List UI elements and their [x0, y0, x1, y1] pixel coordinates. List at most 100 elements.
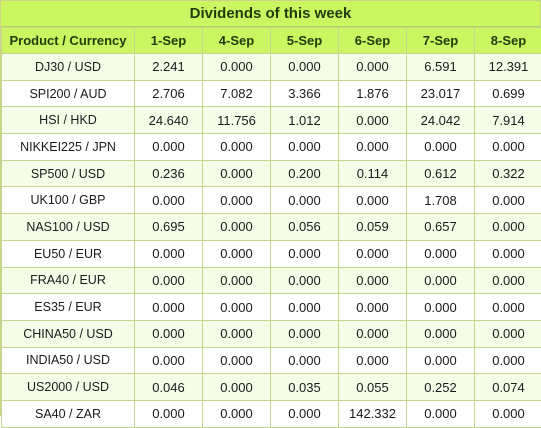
dividend-value-cell: 0.000 [475, 347, 541, 374]
dividend-value-cell: 7.914 [475, 107, 541, 134]
dividend-value-cell: 0.000 [271, 187, 339, 214]
dividend-value-cell: 12.391 [475, 54, 541, 81]
dividend-value-cell: 0.000 [203, 320, 271, 347]
dividends-panel: Dividends of this week Product / Currenc… [0, 0, 541, 416]
dividend-value-cell: 0.200 [271, 160, 339, 187]
dividend-value-cell: 24.042 [407, 107, 475, 134]
dividend-value-cell: 0.236 [135, 160, 203, 187]
dividend-value-cell: 3.366 [271, 80, 339, 107]
dividend-value-cell: 0.000 [475, 187, 541, 214]
dividend-value-cell: 0.695 [135, 214, 203, 241]
dividend-value-cell: 0.252 [407, 374, 475, 401]
product-cell: EU50 / EUR [2, 240, 135, 267]
header-row: Product / Currency 1-Sep 4-Sep 5-Sep 6-S… [2, 28, 541, 54]
column-header-date: 4-Sep [203, 28, 271, 54]
dividend-value-cell: 1.708 [407, 187, 475, 214]
dividend-value-cell: 0.000 [339, 320, 407, 347]
dividend-value-cell: 0.699 [475, 80, 541, 107]
dividend-value-cell: 0.000 [203, 214, 271, 241]
dividend-value-cell: 0.000 [407, 294, 475, 321]
dividend-value-cell: 0.000 [203, 347, 271, 374]
dividend-value-cell: 0.000 [339, 267, 407, 294]
dividend-value-cell: 1.876 [339, 80, 407, 107]
dividend-value-cell: 0.000 [475, 320, 541, 347]
dividend-value-cell: 0.074 [475, 374, 541, 401]
product-cell: SA40 / ZAR [2, 400, 135, 427]
dividend-value-cell: 0.657 [407, 214, 475, 241]
dividend-value-cell: 0.000 [407, 347, 475, 374]
dividend-value-cell: 0.000 [271, 267, 339, 294]
dividend-value-cell: 2.241 [135, 54, 203, 81]
dividend-value-cell: 0.000 [203, 160, 271, 187]
dividend-value-cell: 0.000 [135, 294, 203, 321]
table-title: Dividends of this week [1, 1, 540, 27]
dividend-value-cell: 0.000 [271, 320, 339, 347]
dividend-value-cell: 0.000 [339, 294, 407, 321]
dividend-value-cell: 0.000 [407, 400, 475, 427]
dividend-value-cell: 0.000 [475, 294, 541, 321]
column-header-date: 7-Sep [407, 28, 475, 54]
dividend-value-cell: 6.591 [407, 54, 475, 81]
product-cell: FRA40 / EUR [2, 267, 135, 294]
column-header-date: 5-Sep [271, 28, 339, 54]
dividend-value-cell: 0.000 [271, 240, 339, 267]
dividend-value-cell: 0.046 [135, 374, 203, 401]
dividend-value-cell: 0.000 [203, 294, 271, 321]
column-header-date: 8-Sep [475, 28, 541, 54]
dividend-value-cell: 0.000 [203, 374, 271, 401]
dividend-value-cell: 0.000 [203, 187, 271, 214]
dividend-value-cell: 1.012 [271, 107, 339, 134]
dividend-value-cell: 0.000 [475, 240, 541, 267]
dividend-value-cell: 0.000 [271, 347, 339, 374]
dividend-value-cell: 0.000 [339, 54, 407, 81]
dividend-value-cell: 0.000 [203, 54, 271, 81]
dividend-value-cell: 11.756 [203, 107, 271, 134]
product-cell: US2000 / USD [2, 374, 135, 401]
dividend-value-cell: 0.000 [407, 134, 475, 161]
dividend-value-cell: 0.000 [271, 54, 339, 81]
product-cell: SP500 / USD [2, 160, 135, 187]
dividend-value-cell: 0.000 [271, 294, 339, 321]
dividend-value-cell: 0.000 [135, 267, 203, 294]
dividend-value-cell: 0.000 [475, 214, 541, 241]
dividend-value-cell: 142.332 [339, 400, 407, 427]
column-header-date: 1-Sep [135, 28, 203, 54]
dividend-value-cell: 0.056 [271, 214, 339, 241]
dividend-value-cell: 7.082 [203, 80, 271, 107]
dividend-value-cell: 0.114 [339, 160, 407, 187]
column-header-date: 6-Sep [339, 28, 407, 54]
dividend-value-cell: 0.000 [339, 240, 407, 267]
product-cell: INDIA50 / USD [2, 347, 135, 374]
dividend-value-cell: 0.055 [339, 374, 407, 401]
dividend-value-cell: 0.000 [135, 320, 203, 347]
product-cell: NIKKEI225 / JPN [2, 134, 135, 161]
product-cell: UK100 / GBP [2, 187, 135, 214]
dividend-value-cell: 0.000 [135, 347, 203, 374]
dividend-value-cell: 0.000 [271, 134, 339, 161]
dividend-value-cell: 0.000 [475, 267, 541, 294]
dividends-table: Product / Currency 1-Sep 4-Sep 5-Sep 6-S… [1, 27, 541, 428]
dividend-value-cell: 0.000 [203, 240, 271, 267]
dividend-value-cell: 0.000 [407, 240, 475, 267]
dividend-value-cell: 0.000 [135, 240, 203, 267]
product-cell: SPI200 / AUD [2, 80, 135, 107]
product-cell: ES35 / EUR [2, 294, 135, 321]
dividend-value-cell: 0.000 [339, 107, 407, 134]
dividend-value-cell: 0.000 [339, 187, 407, 214]
column-header-product: Product / Currency [2, 28, 135, 54]
dividend-value-cell: 0.000 [407, 320, 475, 347]
product-cell: HSI / HKD [2, 107, 135, 134]
dividend-value-cell: 0.000 [475, 134, 541, 161]
